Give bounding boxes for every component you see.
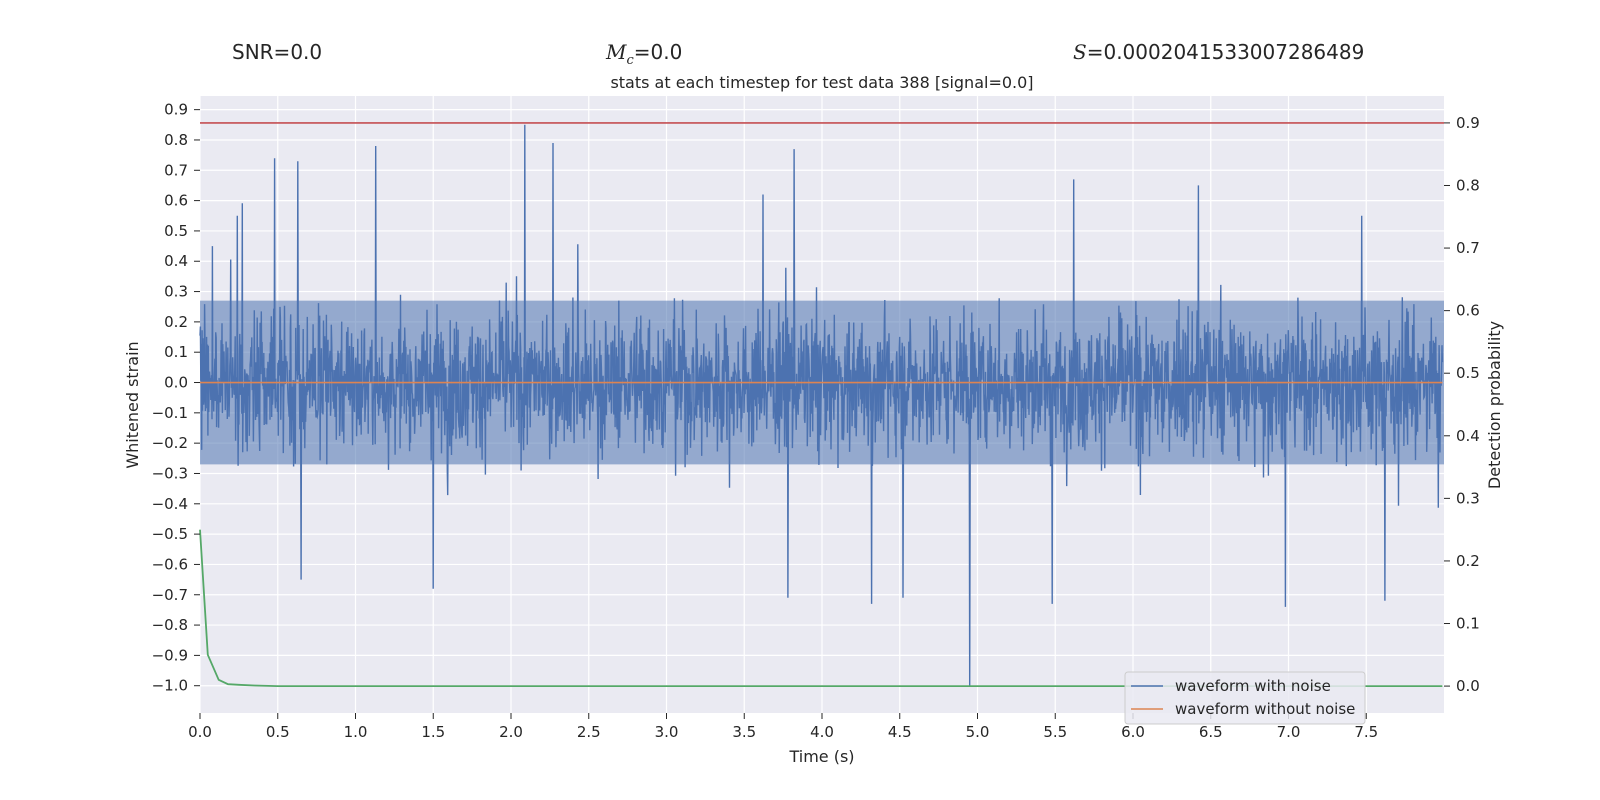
y-right-tick-label: 0.5 <box>1456 364 1480 382</box>
y-axis-right-label: Detection probability <box>1485 321 1504 489</box>
y-left-tick-label: −0.8 <box>152 616 188 634</box>
y-left-tick-label: −0.7 <box>152 586 188 604</box>
y-left-tick-label: −0.9 <box>152 646 188 664</box>
y-left-tick-label: 0.7 <box>164 161 188 179</box>
x-tick-label: 7.5 <box>1354 723 1378 741</box>
y-left-tick-label: 0.1 <box>164 343 188 361</box>
y-right-tick-label: 0.3 <box>1456 489 1480 507</box>
y-right-tick-label: 0.1 <box>1456 615 1480 633</box>
y-left-tick-label: −1.0 <box>152 677 188 695</box>
x-tick-label: 1.0 <box>344 723 368 741</box>
y-right-tick-label: 0.4 <box>1456 427 1480 445</box>
y-left-tick-label: 0.4 <box>164 252 188 270</box>
legend-label-noise: waveform with noise <box>1175 677 1331 695</box>
statistic-label: S=0.0002041533007286489 <box>1073 40 1365 64</box>
legend: waveform with noise waveform without noi… <box>1124 671 1366 725</box>
x-tick-label: 1.5 <box>421 723 445 741</box>
x-axis-label: Time (s) <box>788 747 854 766</box>
y-left-tick-label: −0.5 <box>152 525 188 543</box>
y-left-tick-label: −0.1 <box>152 404 188 422</box>
x-tick-label: 2.5 <box>577 723 601 741</box>
y-left-tick-label: 0.9 <box>164 101 188 119</box>
y-left-tick-label: −0.6 <box>152 555 188 573</box>
y-left-tick-label: 0.8 <box>164 131 188 149</box>
snr-label: SNR=0.0 <box>232 40 323 64</box>
x-tick-label: 2.0 <box>499 723 523 741</box>
y-left-tick-label: −0.3 <box>152 464 188 482</box>
x-tick-label: 0.0 <box>188 723 212 741</box>
x-tick-label: 3.0 <box>655 723 679 741</box>
y-axis-left-label: Whitened strain <box>123 341 142 468</box>
x-tick-label: 6.5 <box>1199 723 1223 741</box>
axes: 0.0 0.5 1.0 1.5 2.0 2.5 3.0 3.5 4.0 4.5 5.0 5.5 6.0 6… <box>152 101 1480 741</box>
legend-label-clean: waveform without noise <box>1175 700 1355 718</box>
y-left-tick-label: 0.3 <box>164 283 188 301</box>
x-tick-label: 4.0 <box>810 723 834 741</box>
x-tick-label: 3.5 <box>732 723 756 741</box>
chart-title: stats at each timestep for test data 388… <box>610 73 1033 92</box>
x-tick-label: 4.5 <box>888 723 912 741</box>
y-right-tick-label: 0.2 <box>1456 552 1480 570</box>
x-tick-label: 5.0 <box>966 723 990 741</box>
y-left-tick-label: 0.0 <box>164 374 188 392</box>
x-tick-label: 6.0 <box>1121 723 1145 741</box>
x-tick-label: 5.5 <box>1043 723 1067 741</box>
chirp-mass-label: Mc=0.0 <box>606 40 683 68</box>
x-tick-label: 0.5 <box>266 723 290 741</box>
legend-box <box>1124 671 1366 725</box>
y-left-tick-label: 0.6 <box>164 192 188 210</box>
y-right-tick-label: 0.7 <box>1456 239 1480 257</box>
y-right-tick-label: 0.9 <box>1456 114 1480 132</box>
y-right-tick-label: 0.8 <box>1456 176 1480 194</box>
y-left-tick-label: 0.2 <box>164 313 188 331</box>
series <box>199 122 1444 687</box>
y-right-tick-label: 0.6 <box>1456 302 1480 320</box>
y-left-tick-label: −0.4 <box>152 495 188 513</box>
y-left-tick-label: 0.5 <box>164 222 188 240</box>
x-tick-label: 7.0 <box>1277 723 1301 741</box>
y-left-tick-label: −0.2 <box>152 434 188 452</box>
y-right-tick-label: 0.0 <box>1456 677 1480 695</box>
series-detection-probability <box>199 529 1443 687</box>
